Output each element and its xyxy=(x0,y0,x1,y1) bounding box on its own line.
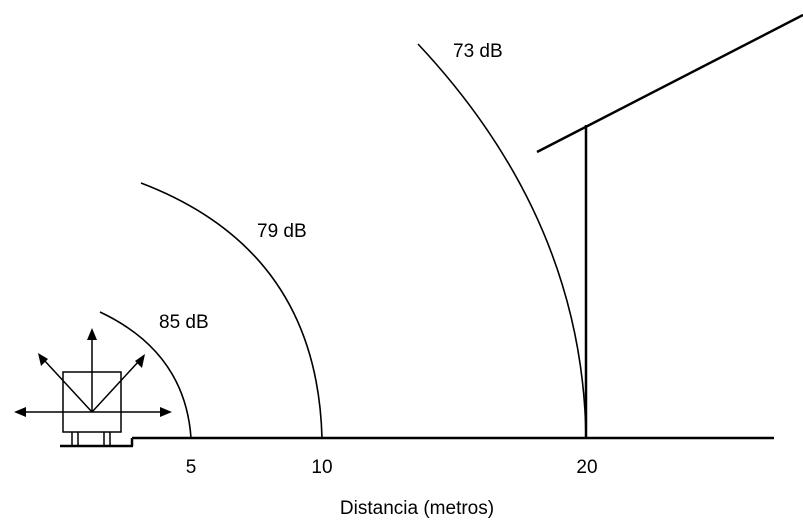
arc-85db xyxy=(99,311,192,439)
tick-label-20: 20 xyxy=(576,457,597,478)
house-wall-icon xyxy=(536,13,803,438)
arc-label-73db: 73 dB xyxy=(453,41,503,62)
ground-line xyxy=(60,436,774,448)
tick-label-10: 10 xyxy=(311,457,332,478)
tick-label-5: 5 xyxy=(186,457,197,478)
arc-label-79db: 79 dB xyxy=(257,221,307,242)
arc-label-85db: 85 dB xyxy=(159,312,209,333)
arc-73db xyxy=(417,43,587,439)
axis-title: Distancia (metros) xyxy=(340,498,494,519)
arc-79db xyxy=(140,182,323,439)
noise-source-box-icon xyxy=(14,328,172,446)
